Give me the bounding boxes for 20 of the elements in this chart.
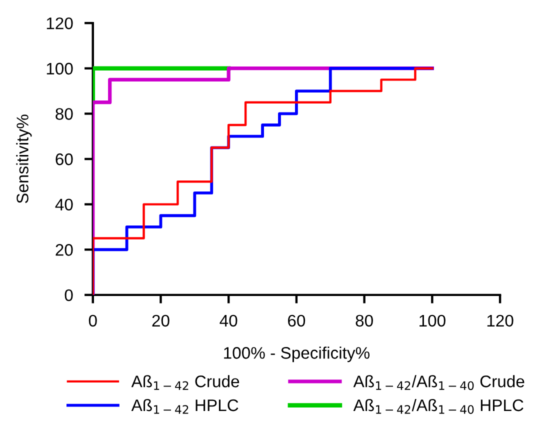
x-tick-label: 40: [220, 314, 238, 327]
legend-label: Aß$_{1−42}$ HPLC: [131, 398, 238, 414]
legend-label: Aß$_{1−42}$/Aß$_{1−40}$ Crude: [353, 375, 524, 390]
x-axis-title: 100% - Specificity%: [224, 346, 370, 362]
x-tick-label: 80: [356, 314, 373, 327]
y-axis-title: Sensitivity%: [16, 114, 32, 204]
y-tick-label: 80: [56, 108, 73, 120]
y-tick-label: 20: [56, 244, 73, 256]
legend-label: Aß$_{1−42}$ Crude: [131, 375, 240, 390]
y-tick-label: 100: [46, 62, 73, 75]
y-tick-label: 120: [46, 17, 73, 30]
y-tick-label: 0: [64, 289, 73, 302]
x-tick-label: 60: [288, 314, 306, 327]
x-tick-label: 0: [88, 314, 97, 327]
x-tick-label: 20: [152, 314, 170, 327]
y-tick-label: 60: [56, 153, 73, 166]
legend-label: Aß$_{1−42}$/Aß$_{1−40}$ HPLC: [353, 398, 524, 414]
x-tick-label: 120: [487, 314, 514, 327]
y-tick-label: 40: [55, 198, 73, 211]
x-tick-label: 100: [420, 314, 446, 327]
